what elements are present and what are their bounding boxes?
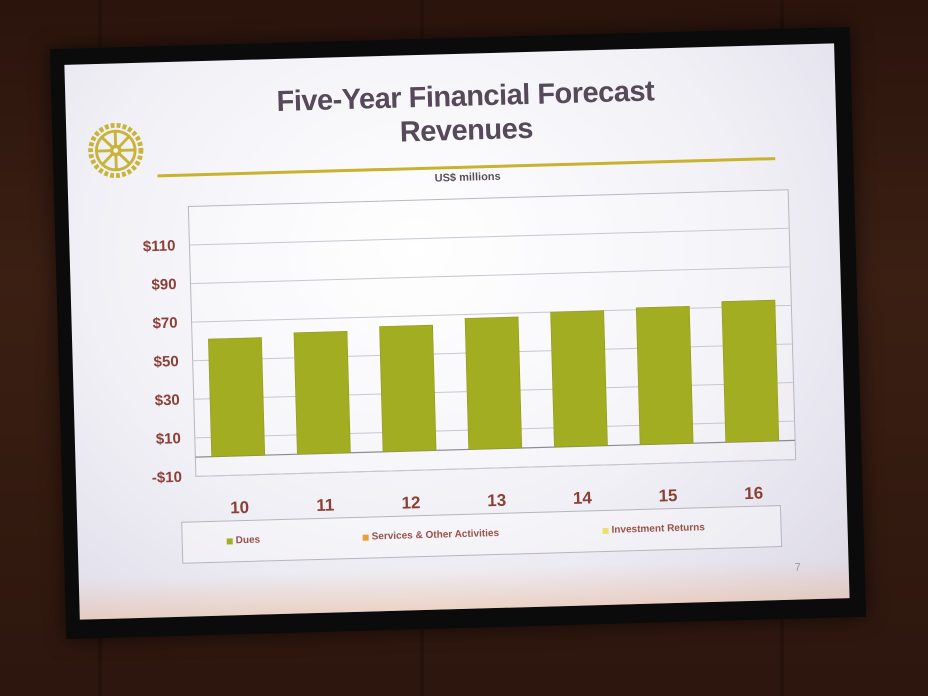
bar-dues [379,324,437,453]
y-tick-label: $30 [155,392,180,410]
legend-item-services: Services & Other Activities [362,527,500,543]
x-tick-label: 12 [401,493,420,513]
x-tick-label: 10 [230,498,249,518]
y-tick-label: $90 [151,276,176,294]
legend-label: Services & Other Activities [371,527,500,543]
x-tick-label: 16 [744,484,763,504]
y-tick-label: $110 [143,237,176,255]
x-tick-label: 15 [658,486,677,506]
gridline [191,304,792,323]
slide: Five-Year Financial Forecast Revenues US… [64,43,850,620]
bar-chart: $110 $90 $70 $50 $30 $10 -$10 10 11 12 13 14 15 16 [143,189,797,518]
x-tick-label: 11 [316,496,335,515]
legend-item-dues: Dues [226,534,261,547]
gridline [190,266,791,285]
legend-swatch-dues [226,537,233,545]
x-tick-label: 14 [573,488,593,508]
legend-swatch-investment [602,527,609,534]
y-tick-label: $50 [153,353,178,371]
bar-dues [550,310,608,448]
y-tick-label: $70 [152,315,177,333]
projection-screen: Five-Year Financial Forecast Revenues US… [49,26,867,640]
bar-dues [721,299,780,443]
legend-label: Dues [235,534,261,547]
bar-dues [208,337,266,457]
bar-dues [635,306,694,445]
page-number: 7 [794,561,801,574]
y-tick-label: $10 [156,430,181,448]
bar-dues [464,316,523,450]
legend-swatch-services [362,534,369,541]
bar-dues [293,331,351,455]
y-tick-label: -$10 [152,469,182,487]
gridline [195,459,796,477]
x-tick-label: 13 [487,491,506,511]
legend-label: Investment Returns [611,522,706,536]
gridline [189,227,790,246]
legend-item-investment: Investment Returns [602,522,705,536]
rotary-wheel-icon [88,122,144,179]
